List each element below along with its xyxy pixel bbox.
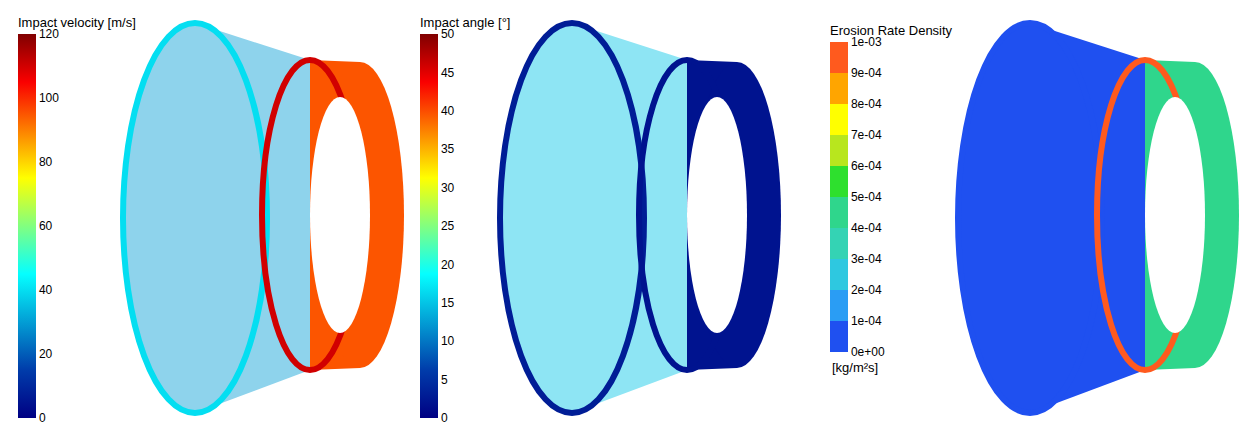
svg-text:1e-04: 1e-04 xyxy=(851,314,882,328)
svg-text:1e-03: 1e-03 xyxy=(851,35,882,49)
svg-text:2e-04: 2e-04 xyxy=(851,283,882,297)
svg-text:5: 5 xyxy=(441,373,448,387)
svg-text:40: 40 xyxy=(441,104,455,118)
svg-text:120: 120 xyxy=(39,27,59,41)
svg-text:20: 20 xyxy=(441,258,455,272)
svg-text:10: 10 xyxy=(441,334,455,348)
svg-text:Impact velocity [m/s]: Impact velocity [m/s] xyxy=(18,15,136,30)
svg-text:[kg/m²s]: [kg/m²s] xyxy=(832,360,878,375)
svg-text:4e-04: 4e-04 xyxy=(851,221,882,235)
svg-text:40: 40 xyxy=(39,283,53,297)
svg-text:35: 35 xyxy=(441,142,455,156)
svg-text:60: 60 xyxy=(39,219,53,233)
svg-text:5e-04: 5e-04 xyxy=(851,190,882,204)
svg-text:45: 45 xyxy=(441,66,455,80)
svg-text:Impact angle [°]: Impact angle [°] xyxy=(420,15,510,30)
svg-text:25: 25 xyxy=(441,219,455,233)
svg-text:100: 100 xyxy=(39,91,59,105)
svg-text:0e+00: 0e+00 xyxy=(851,345,885,359)
svg-text:9e-04: 9e-04 xyxy=(851,66,882,80)
svg-text:15: 15 xyxy=(441,296,455,310)
svg-text:0: 0 xyxy=(441,411,448,425)
svg-text:6e-04: 6e-04 xyxy=(851,159,882,173)
svg-text:30: 30 xyxy=(441,181,455,195)
svg-text:8e-04: 8e-04 xyxy=(851,97,882,111)
svg-text:7e-04: 7e-04 xyxy=(851,128,882,142)
svg-text:80: 80 xyxy=(39,155,53,169)
svg-text:0: 0 xyxy=(39,411,46,425)
svg-text:3e-04: 3e-04 xyxy=(851,252,882,266)
svg-text:Erosion Rate Density: Erosion Rate Density xyxy=(830,23,953,38)
svg-text:50: 50 xyxy=(441,27,455,41)
svg-text:20: 20 xyxy=(39,347,53,361)
